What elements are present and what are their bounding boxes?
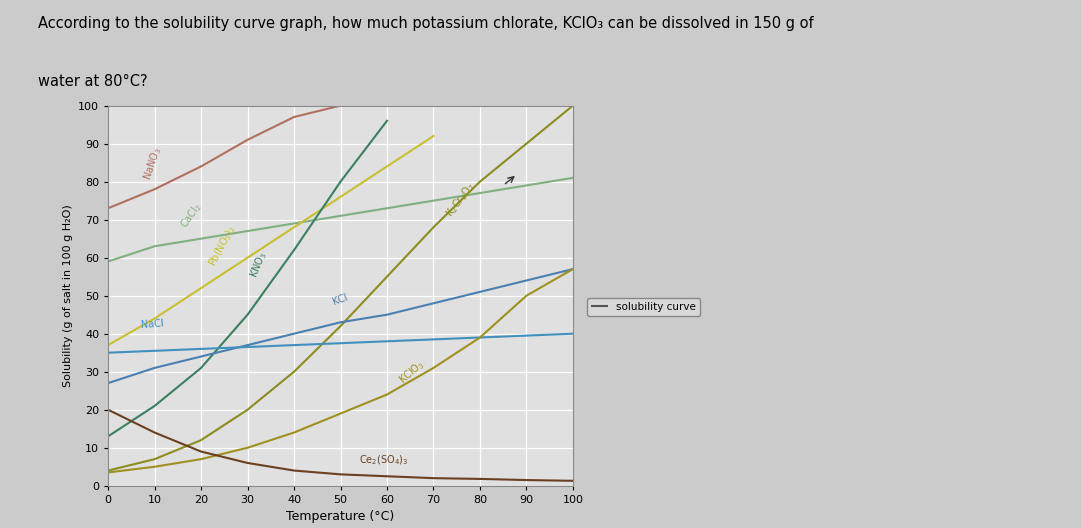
Text: According to the solubility curve graph, how much potassium chlorate, KClO₃ can : According to the solubility curve graph,…: [38, 16, 814, 31]
Text: Ce$_2$(SO$_4$)$_3$: Ce$_2$(SO$_4$)$_3$: [359, 453, 409, 467]
Text: NaNO$_3$: NaNO$_3$: [141, 145, 164, 182]
Text: Pb(NO$_3$)$_2$: Pb(NO$_3$)$_2$: [205, 223, 239, 269]
Text: K$_2$Cr$_2$O$_7$: K$_2$Cr$_2$O$_7$: [443, 179, 478, 220]
Text: water at 80°C?: water at 80°C?: [38, 74, 147, 89]
Text: NaCl: NaCl: [141, 318, 164, 330]
Text: KNO$_3$: KNO$_3$: [248, 250, 270, 280]
Text: KCl: KCl: [331, 293, 349, 307]
Y-axis label: Solubility (g of salt in 100 g H₂O): Solubility (g of salt in 100 g H₂O): [63, 204, 72, 387]
Text: CaCl$_2$: CaCl$_2$: [177, 200, 205, 231]
Text: KClO$_3$: KClO$_3$: [397, 357, 428, 387]
Legend: solubility curve: solubility curve: [587, 298, 699, 316]
X-axis label: Temperature (°C): Temperature (°C): [286, 511, 395, 523]
